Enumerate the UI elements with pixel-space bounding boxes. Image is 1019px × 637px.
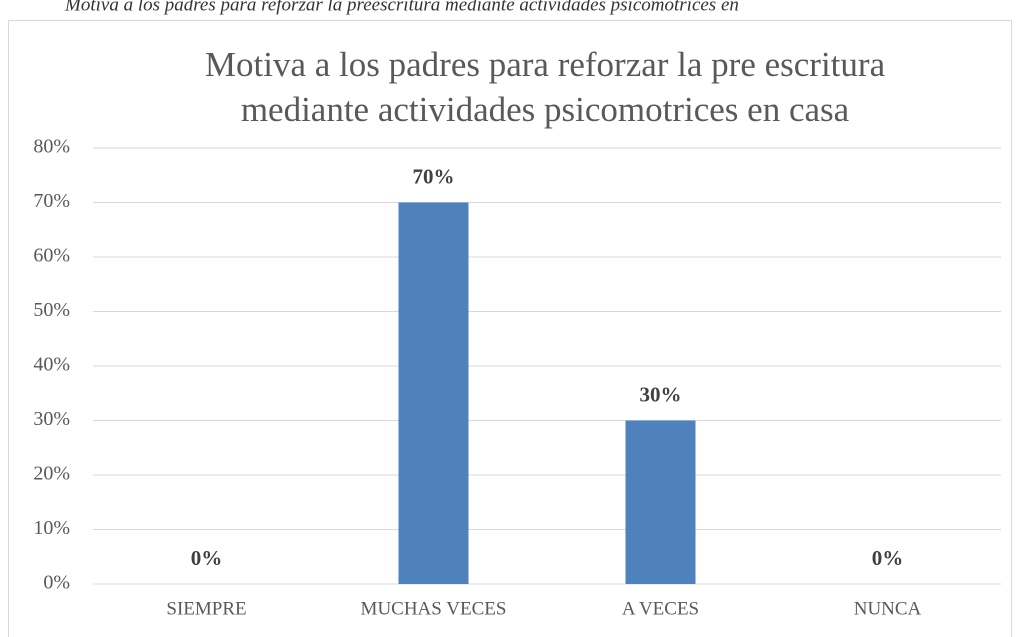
y-tick-label: 40% [33, 354, 70, 376]
chart-frame [8, 20, 1012, 637]
data-label: 0% [191, 546, 223, 570]
chart-title: mediante actividades psicomotrices en ca… [241, 90, 850, 129]
bar [625, 420, 696, 584]
y-tick-label: 10% [33, 517, 70, 539]
y-tick-label: 30% [33, 408, 70, 430]
x-tick-label: A VECES [622, 598, 699, 619]
y-tick-label: 20% [33, 463, 70, 485]
x-tick-label: SIEMPRE [166, 598, 246, 619]
y-tick-label: 60% [33, 245, 70, 267]
chart-title: Motiva a los padres para reforzar la pre… [205, 45, 886, 84]
y-tick-label: 0% [43, 572, 70, 594]
data-label: 70% [413, 164, 455, 188]
bar [398, 202, 469, 584]
y-tick-label: 80% [33, 136, 70, 158]
x-tick-label: MUCHAS VECES [361, 598, 507, 619]
caption: Motiva a los padres para reforzar la pre… [64, 0, 739, 15]
y-tick-label: 50% [33, 299, 70, 321]
data-label: 30% [640, 382, 682, 406]
y-tick-label: 70% [33, 190, 70, 212]
x-tick-label: NUNCA [854, 598, 922, 619]
data-label: 0% [872, 546, 904, 570]
